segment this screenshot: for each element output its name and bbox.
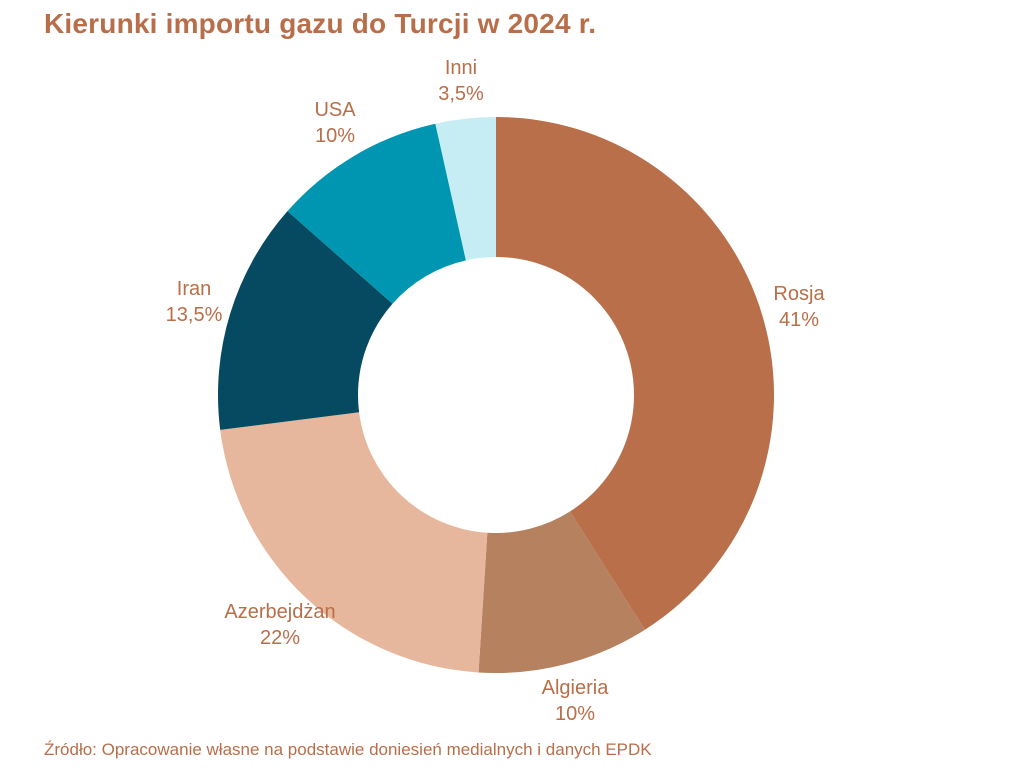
segment-label-azerbejdżan: Azerbejdżan 22%	[224, 599, 335, 651]
segment-label-name: Iran	[176, 278, 212, 300]
segment-label-algieria: Algieria 10%	[542, 675, 609, 727]
segment-algieria	[478, 511, 645, 673]
segment-label-value: 22%	[259, 627, 301, 649]
segment-label-name: Inni	[444, 57, 478, 79]
segment-label-iran: Iran 13,5%	[166, 276, 223, 328]
segment-label-name: USA	[314, 99, 356, 121]
segment-label-name: Azerbejdżan	[224, 601, 336, 623]
segment-azerbejdżan	[220, 412, 488, 673]
segment-label-inni: Inni 3,5%	[438, 55, 484, 107]
chart-title: Kierunki importu gazu do Turcji w 2024 r…	[44, 8, 597, 39]
source-note: Źródło: Opracowanie własne na podstawie …	[44, 740, 652, 759]
segment-label-value: 13,5%	[165, 304, 223, 326]
segment-usa	[287, 123, 466, 304]
segment-label-name: Rosja	[773, 283, 825, 305]
segment-iran	[217, 211, 393, 430]
segment-inni	[435, 117, 496, 261]
segment-label-name: Algieria	[541, 677, 609, 699]
segment-label-value: 10%	[314, 125, 356, 147]
segment-label-usa: USA 10%	[314, 97, 355, 149]
segment-rosja	[496, 117, 774, 630]
segment-label-rosja: Rosja 41%	[773, 281, 824, 333]
segment-label-value: 10%	[554, 703, 596, 725]
segment-label-value: 3,5%	[438, 83, 484, 105]
segment-label-value: 41%	[778, 309, 820, 331]
